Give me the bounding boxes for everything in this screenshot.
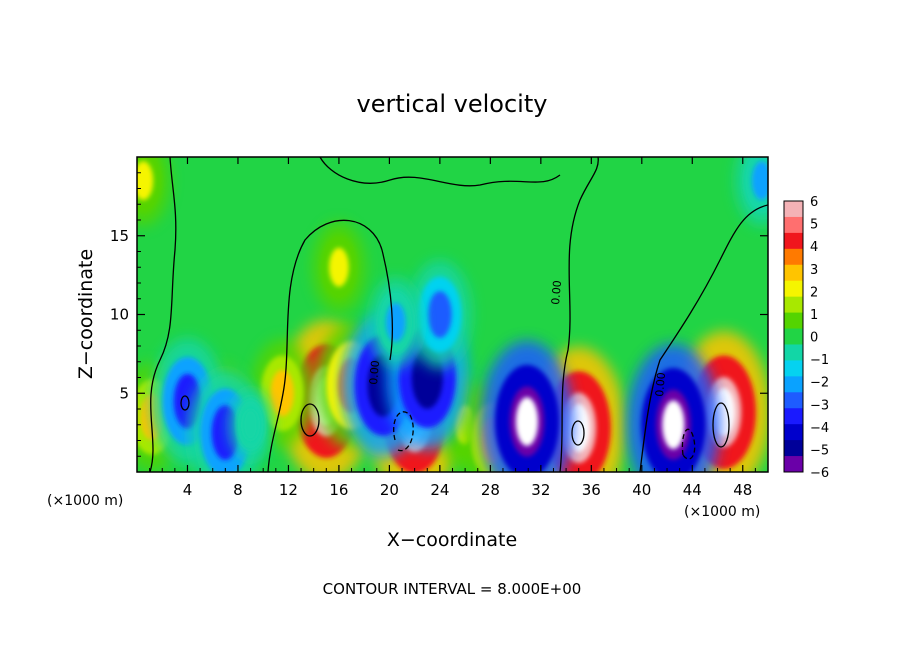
zero-contours: [149, 157, 768, 472]
colorbar-swatch: [784, 328, 803, 345]
contour-core-1: [300, 403, 320, 437]
colorbar-label: 6: [810, 195, 818, 210]
updraft-core: [329, 247, 349, 287]
y-tick-label: 15: [110, 227, 129, 245]
contour-dashed-1: [393, 411, 414, 452]
x-tick-label: 24: [430, 481, 449, 499]
contour-interval-note: CONTOUR INTERVAL = 8.000E+00: [323, 580, 582, 598]
contour-core-3: [712, 402, 730, 448]
colorbar-swatch: [784, 440, 803, 457]
colorbar-swatch: [784, 264, 803, 282]
y-tick-label: 10: [110, 306, 129, 324]
colorbar-label: −4: [810, 421, 829, 436]
colorbar-label: 4: [810, 240, 818, 255]
x-unit-left: (×1000 m): [47, 493, 123, 509]
x-tick-label: 40: [632, 481, 651, 499]
x-tick-label: 44: [683, 481, 702, 499]
downdraft-core: [428, 291, 452, 338]
colorbar-swatch: [784, 296, 803, 314]
colorbar-label: 0: [810, 331, 818, 346]
contour-label-3: 0.00: [653, 372, 668, 398]
colorbar-swatch: [784, 360, 803, 377]
updraft-core: [137, 161, 154, 201]
colorbar-label: −2: [810, 376, 829, 391]
colorbar-swatch: [784, 248, 803, 266]
x-axis: 4 8 12 16 20 24 28 32 36 40 44 48: [149, 157, 756, 499]
contour-core-2: [571, 420, 585, 446]
extreme-core: [515, 397, 539, 446]
colorbar-swatch: [784, 232, 803, 250]
zero-contour-top: [319, 157, 561, 187]
contour-core-4: [180, 395, 190, 411]
x-tick-label: 28: [481, 481, 500, 499]
colorbar-swatch: [784, 376, 803, 393]
y-axis-label: Z−coordinate: [75, 249, 97, 379]
colorbar-label: −5: [810, 443, 829, 458]
extreme-core: [662, 400, 685, 450]
zero-contour-left: [149, 157, 177, 472]
x-tick-label: 32: [531, 481, 550, 499]
colorbar: 6 5 4 3 2 1 0 −1 −2 −3 −4 −5 −6: [783, 195, 829, 481]
colorbar-swatch: [784, 216, 803, 234]
colorbar-swatch: [784, 344, 803, 361]
contour-labels: 0.00 0.00 0.00: [367, 280, 668, 398]
updraft-core: [270, 369, 294, 417]
contour-dashed-2: [681, 428, 696, 460]
y-axis: 5 10 15: [110, 172, 768, 457]
colorbar-swatch: [784, 280, 803, 298]
x-axis-label: X−coordinate: [387, 529, 517, 551]
zero-contour-right: [639, 204, 768, 472]
colorbar-swatch: [784, 424, 803, 441]
x-tick-label: 12: [279, 481, 298, 499]
colorbar-label: −3: [810, 398, 829, 413]
x-unit-right: (×1000 m): [684, 504, 760, 520]
velocity-field: [137, 157, 768, 472]
colorbar-swatch: [784, 312, 803, 330]
x-tick-label: 16: [329, 481, 348, 499]
downdraft-core: [385, 302, 406, 342]
colorbar-label: 5: [810, 218, 818, 233]
colorbar-swatch: [784, 408, 803, 425]
x-tick-label: 4: [183, 481, 193, 499]
x-tick-label: 48: [733, 481, 752, 499]
colorbar-swatch: [784, 392, 803, 409]
y-tick-label: 5: [119, 384, 129, 402]
downdraft-core: [751, 161, 768, 201]
colorbar-label: 3: [810, 263, 818, 278]
x-tick-label: 36: [582, 481, 601, 499]
x-tick-label: 8: [233, 481, 243, 499]
zero-contour-middle: [559, 157, 599, 472]
x-tick-label: 20: [380, 481, 399, 499]
colorbar-swatch: [784, 456, 803, 473]
colorbar-label: 2: [810, 285, 818, 300]
downdraft-core: [242, 409, 259, 441]
colorbar-label: 1: [810, 308, 818, 323]
chart-title: vertical velocity: [357, 90, 548, 118]
colorbar-label: −6: [810, 466, 829, 481]
colorbar-label: −1: [810, 353, 829, 368]
contour-label-1: 0.00: [367, 360, 382, 386]
colorbar-swatch: [784, 201, 803, 218]
colorbar-frame: [783, 200, 804, 473]
contour-label-2: 0.00: [549, 280, 564, 306]
zero-contour-plume: [267, 219, 393, 472]
